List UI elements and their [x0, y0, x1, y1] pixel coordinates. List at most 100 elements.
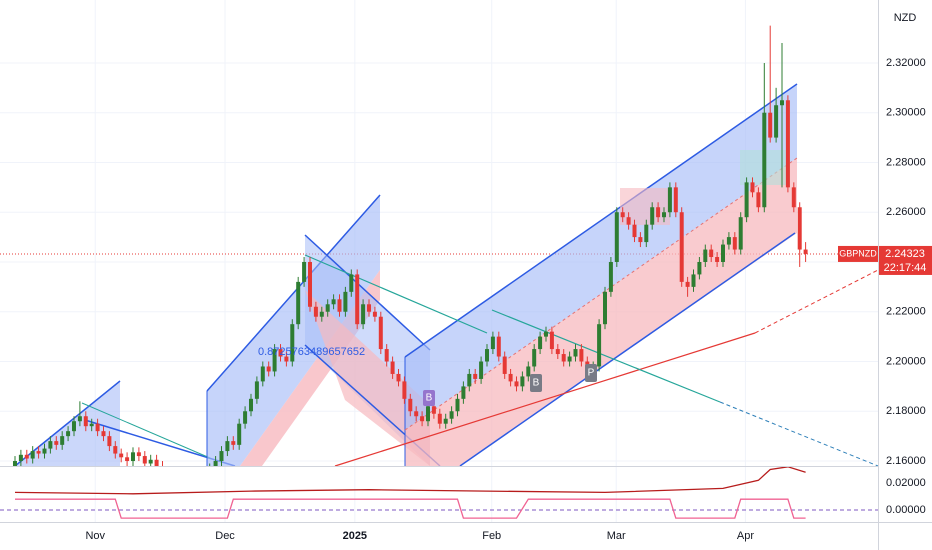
candle-body: [12, 461, 17, 466]
candle-body: [366, 304, 371, 312]
candle-body: [803, 249, 808, 254]
candle-body: [313, 306, 318, 317]
price-tag: [879, 245, 932, 275]
candle-body: [213, 461, 218, 466]
candle-body: [378, 316, 383, 350]
candle-body: [620, 212, 625, 218]
candle-body: [89, 423, 94, 427]
x-tick-label: Dec: [215, 530, 235, 542]
candle-body: [384, 349, 389, 362]
candle-body: [467, 373, 472, 387]
candle-body: [331, 299, 336, 305]
candle-body: [715, 257, 720, 262]
candle-body: [296, 281, 301, 325]
candle-body: [231, 441, 236, 445]
marker-label: P: [588, 368, 595, 379]
countdown-label: 22:17:44: [884, 262, 927, 274]
candle-body: [473, 373, 478, 379]
y-tick-label: 2.26000: [886, 206, 926, 218]
candle-body: [260, 366, 265, 382]
candle-body: [349, 274, 354, 292]
candle-body: [543, 331, 548, 337]
candle-body: [502, 356, 507, 374]
candle-body: [119, 453, 124, 458]
candle-body: [508, 373, 513, 382]
candle-body: [532, 349, 537, 367]
y2-tick-label: 0.02000: [886, 477, 926, 489]
candle-body: [768, 112, 773, 138]
candle-body: [431, 406, 436, 414]
candle-body: [107, 436, 112, 447]
marker-label: B: [533, 378, 540, 389]
candle-body: [402, 381, 407, 399]
candle-body: [113, 446, 118, 454]
candle-body: [372, 311, 377, 317]
candle-body: [656, 207, 661, 218]
candle-body: [762, 112, 767, 208]
candle-body: [514, 381, 519, 387]
channel-fill: [305, 290, 430, 466]
candle-body: [520, 376, 525, 387]
trend-line-extension: [719, 401, 879, 467]
candle-body: [125, 457, 130, 462]
candle-body: [703, 249, 708, 262]
candle-body: [461, 386, 466, 399]
candle-body: [325, 304, 330, 312]
y-tick-label: 2.32000: [886, 57, 926, 69]
candle-body: [266, 366, 271, 372]
candle-body: [603, 291, 608, 325]
candle-body: [756, 192, 761, 208]
candle-body: [549, 331, 554, 350]
candle-body: [36, 451, 41, 454]
symbol-label: GBPNZD: [839, 248, 877, 258]
channel-fill: [405, 158, 797, 466]
candle-body: [490, 336, 495, 350]
candle-body: [626, 217, 631, 225]
candle-body: [738, 217, 743, 250]
candle-body: [148, 459, 153, 464]
last-price: GBPNZD 2.24323 22:17:44: [838, 245, 932, 275]
trend-line: [491, 309, 721, 403]
candle-body: [361, 304, 366, 325]
marker-box: [423, 390, 435, 406]
candle-body: [142, 456, 147, 464]
candle-body: [673, 187, 678, 213]
x-tick-label: Feb: [482, 530, 501, 542]
candle-body: [697, 261, 702, 275]
candle-body: [597, 324, 602, 367]
candle-body: [420, 416, 425, 422]
candle-body: [225, 441, 230, 452]
candle-body: [290, 324, 295, 362]
candle-body: [750, 182, 755, 193]
trend-line: [334, 332, 756, 467]
candle-body: [390, 361, 395, 374]
symbol-tag: [838, 245, 878, 262]
candle-body: [614, 212, 619, 262]
y-tick-label: 2.28000: [886, 156, 926, 168]
indicator-pane: [0, 466, 878, 519]
candle-body: [284, 356, 289, 362]
y-tick-label: 2.30000: [886, 107, 926, 119]
candle-body: [638, 237, 643, 243]
candle-body: [496, 336, 501, 357]
candle-body: [60, 436, 65, 445]
candle-body: [561, 354, 566, 362]
candle-body: [95, 423, 100, 432]
indicator-line: [14, 466, 806, 495]
x-tick-label: Apr: [737, 530, 754, 542]
candle-body: [650, 207, 655, 225]
candle-body: [732, 237, 737, 250]
y2-tick-label: 0.00000: [886, 504, 926, 516]
candle-body: [248, 398, 253, 412]
candle-body: [42, 448, 47, 454]
trend-line-extension: [754, 269, 879, 334]
channel-line: [206, 194, 381, 392]
candle-body: [579, 349, 584, 362]
candle-body: [24, 454, 29, 459]
candle-body: [667, 187, 672, 213]
channel-fill: [405, 84, 797, 430]
candle-body: [219, 451, 224, 462]
candle-body: [785, 100, 790, 188]
candle-body: [437, 413, 442, 424]
